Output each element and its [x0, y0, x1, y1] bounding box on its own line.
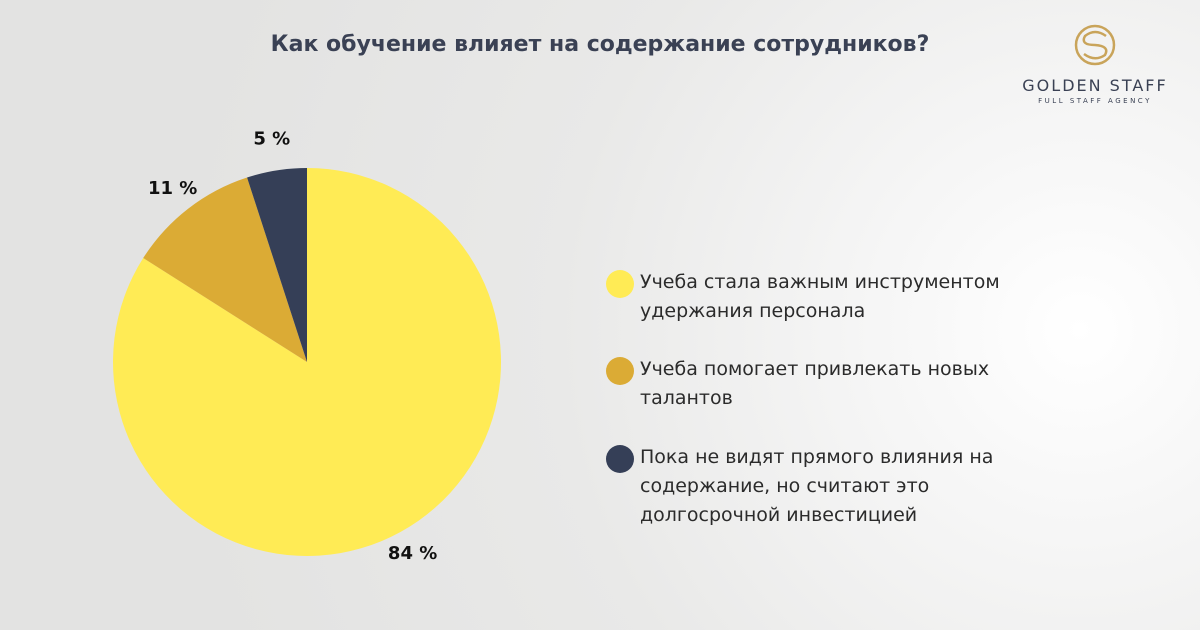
pie-slice	[247, 168, 307, 362]
pie-slice	[143, 177, 307, 362]
logo-tagline: FULL STAFF AGENCY	[1038, 97, 1152, 105]
value-label: 5 %	[253, 129, 290, 150]
legend-label: Учеба стала важным инструментом удержани…	[640, 271, 1000, 322]
logo-name: GOLDEN STAFF	[1022, 76, 1168, 95]
value-label: 84 %	[388, 543, 437, 564]
legend-label: Пока не видят прямого влияния на содержа…	[640, 446, 994, 526]
legend-marker	[606, 357, 634, 385]
value-label: 11 %	[148, 178, 197, 199]
chart-title: Как обучение влияет на содержание сотруд…	[270, 32, 930, 57]
logo-icon	[1074, 24, 1116, 66]
legend-label: Учеба помогает привлекать новых талантов	[640, 358, 990, 409]
legend-marker	[606, 445, 634, 473]
legend-marker	[606, 270, 634, 298]
